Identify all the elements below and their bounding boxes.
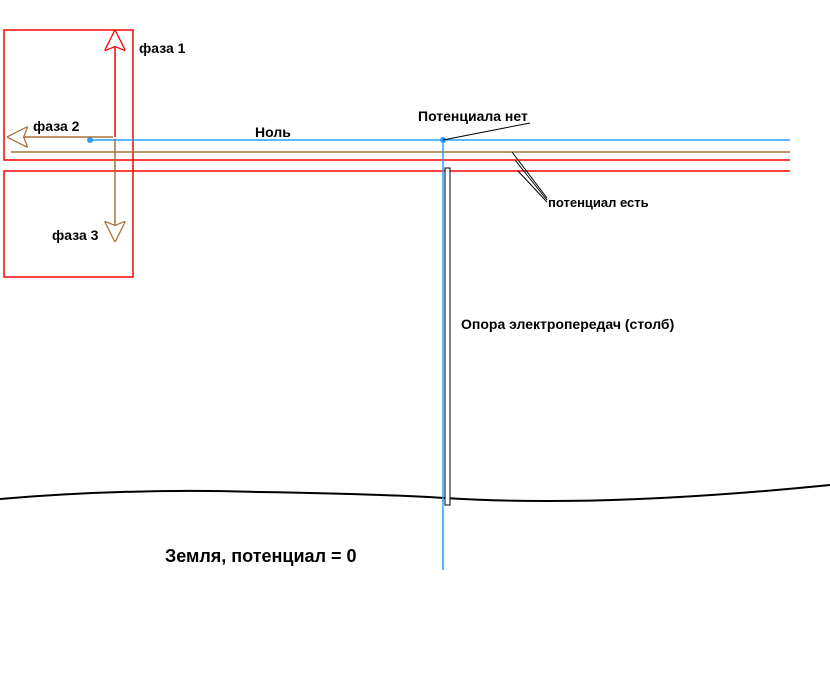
label-ground: Земля, потенциал = 0: [165, 546, 357, 567]
diagram-svg: [0, 0, 830, 681]
label-pole: Опора электропередач (столб): [461, 316, 674, 332]
pointer-has-potential: [512, 152, 547, 198]
label-phase3: фаза 3: [52, 227, 98, 243]
diagram-canvas: фаза 1 фаза 2 фаза 3 Ноль Потенциала нет…: [0, 0, 830, 681]
pointer-has-potential: [515, 160, 547, 200]
label-neutral: Ноль: [255, 124, 291, 140]
pointer-has-potential: [518, 171, 547, 202]
label-phase1: фаза 1: [139, 40, 185, 56]
power-pole: [445, 168, 450, 505]
label-no-potential: Потенциала нет: [418, 108, 528, 124]
pointer-no-potential: [443, 123, 530, 140]
neutral-start-dot: [87, 137, 93, 143]
label-has-potential: потенциал есть: [548, 195, 649, 210]
red-phase-box-outer: [4, 30, 790, 277]
label-phase2: фаза 2: [33, 118, 79, 134]
ground-curve: [0, 485, 830, 501]
